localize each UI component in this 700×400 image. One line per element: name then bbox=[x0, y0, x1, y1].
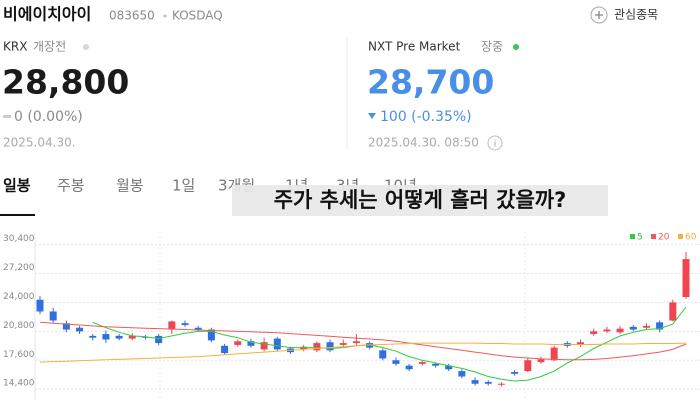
candle-body bbox=[418, 362, 426, 364]
candle-body bbox=[682, 259, 690, 298]
y-tick-label: 14,400 bbox=[3, 379, 35, 389]
candle-body bbox=[89, 335, 97, 338]
candle-body bbox=[484, 381, 492, 384]
down-icon bbox=[368, 113, 376, 119]
plus-icon bbox=[590, 6, 608, 24]
candle-body bbox=[181, 323, 189, 326]
y-tick-label: 20,800 bbox=[3, 321, 35, 331]
caption-box bbox=[232, 185, 608, 216]
legend-swatch bbox=[630, 234, 635, 239]
candle-body bbox=[234, 341, 242, 345]
candle-body bbox=[577, 342, 585, 345]
candle-body bbox=[168, 321, 176, 330]
candle-body bbox=[273, 338, 281, 350]
y-tick-label: 30,400 bbox=[3, 234, 35, 244]
candle-body bbox=[405, 365, 413, 370]
tab[interactable]: 일봉 bbox=[3, 177, 31, 195]
candle-body bbox=[49, 311, 57, 321]
watch-button[interactable]: 관심종목 bbox=[590, 6, 658, 24]
y-tick-label: 27,200 bbox=[3, 263, 35, 273]
status-dot bbox=[513, 44, 519, 50]
candle-body bbox=[656, 322, 664, 330]
candle-chart: 14,400 17,600 20,800 24,000 27,200 30,400 5 20 6… bbox=[3, 233, 700, 390]
nxt-date: 2025.04.30. 08:50 bbox=[368, 136, 479, 150]
tab[interactable]: 1일 bbox=[172, 177, 195, 195]
legend-swatch bbox=[651, 234, 656, 239]
candle-body bbox=[432, 363, 440, 366]
candle-body bbox=[36, 299, 44, 312]
nxt-status: 장중 bbox=[481, 40, 503, 54]
candle-body bbox=[115, 335, 123, 339]
candle-body bbox=[260, 342, 268, 350]
legend-label: 20 bbox=[658, 233, 670, 243]
legend-swatch bbox=[678, 234, 683, 239]
candle-body bbox=[537, 359, 545, 363]
candle-body bbox=[590, 331, 598, 335]
candle-body bbox=[458, 371, 466, 377]
nxt-price: 28,700 bbox=[367, 63, 494, 102]
candle-body bbox=[642, 325, 650, 328]
candle-body bbox=[616, 328, 624, 333]
candle-body bbox=[524, 360, 532, 372]
info-icon[interactable] bbox=[487, 135, 503, 151]
candle-body bbox=[247, 341, 255, 346]
status-dot bbox=[83, 44, 89, 50]
nxt-label: NXT Pre Market bbox=[368, 40, 461, 54]
plus-sign bbox=[595, 11, 603, 19]
candle-body bbox=[497, 383, 505, 385]
caption: 주가 추세는 어떻게 흘러 갔을까? bbox=[274, 188, 567, 212]
candle-body bbox=[669, 302, 677, 321]
candle-body bbox=[207, 329, 215, 341]
legend-label: 60 bbox=[685, 233, 697, 243]
candle-body bbox=[76, 327, 84, 332]
stock-code: 083650 bbox=[109, 9, 155, 23]
candle-body bbox=[445, 365, 453, 370]
krx-status: 개장전 bbox=[33, 40, 66, 54]
watch-label[interactable]: 관심종목 bbox=[614, 8, 658, 22]
nxt-change: 100 (-0.35%) bbox=[380, 109, 472, 125]
candle-body bbox=[62, 323, 70, 330]
krx-price: 28,800 bbox=[2, 63, 129, 102]
candle-body bbox=[102, 334, 110, 340]
candle-body bbox=[629, 326, 637, 330]
flat-icon bbox=[3, 115, 11, 118]
tab[interactable]: 주봉 bbox=[57, 177, 85, 195]
y-tick-label: 24,000 bbox=[3, 292, 35, 302]
market: KOSDAQ bbox=[172, 9, 223, 23]
krx-label: KRX bbox=[3, 40, 27, 54]
stock-name: 비에이치아이 bbox=[3, 5, 91, 24]
krx-date: 2025.04.30. bbox=[3, 136, 76, 150]
candle-body bbox=[352, 341, 360, 344]
candle-body bbox=[603, 329, 611, 332]
info-glyph: i bbox=[494, 140, 497, 150]
candle-body bbox=[313, 343, 321, 351]
tab[interactable]: 월봉 bbox=[116, 177, 144, 195]
ma-line bbox=[92, 306, 687, 382]
candle-body bbox=[155, 335, 163, 344]
candle-body bbox=[550, 347, 558, 361]
separator bbox=[163, 14, 167, 18]
krx-change: 0 (0.00%) bbox=[14, 109, 83, 125]
ma-line bbox=[39, 321, 687, 361]
candle-body bbox=[221, 345, 229, 354]
candle-body bbox=[392, 360, 400, 364]
candle-body bbox=[339, 343, 347, 345]
y-tick-label: 17,600 bbox=[3, 350, 35, 360]
candle-body bbox=[379, 350, 387, 359]
candle-body bbox=[128, 335, 136, 339]
ma-line bbox=[39, 342, 687, 363]
candle-body bbox=[511, 372, 519, 374]
legend-label: 5 bbox=[637, 233, 643, 243]
candle-body bbox=[194, 327, 202, 330]
candle-body bbox=[326, 342, 334, 351]
candle-body bbox=[471, 380, 479, 384]
